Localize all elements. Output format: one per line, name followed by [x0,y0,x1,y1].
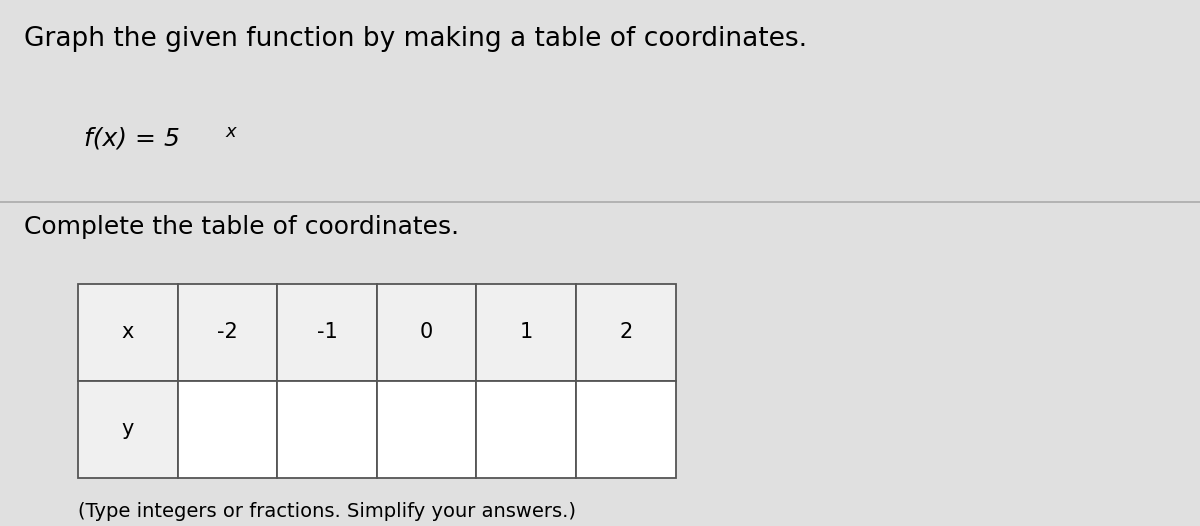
Text: y: y [121,419,134,439]
Text: -2: -2 [217,322,238,342]
FancyBboxPatch shape [277,284,377,381]
Text: Graph the given function by making a table of coordinates.: Graph the given function by making a tab… [24,26,808,52]
Text: 1: 1 [520,322,533,342]
FancyBboxPatch shape [178,381,277,478]
Text: f(x) = 5: f(x) = 5 [84,126,180,150]
FancyBboxPatch shape [576,284,676,381]
FancyBboxPatch shape [277,381,377,478]
FancyBboxPatch shape [377,284,476,381]
FancyBboxPatch shape [78,381,178,478]
Text: x: x [226,124,236,141]
FancyBboxPatch shape [178,284,277,381]
FancyBboxPatch shape [476,381,576,478]
Text: -1: -1 [317,322,337,342]
Text: 0: 0 [420,322,433,342]
FancyBboxPatch shape [576,381,676,478]
FancyBboxPatch shape [78,284,178,381]
Text: x: x [121,322,134,342]
Text: 2: 2 [619,322,632,342]
Text: Complete the table of coordinates.: Complete the table of coordinates. [24,215,460,239]
FancyBboxPatch shape [377,381,476,478]
Text: (Type integers or fractions. Simplify your answers.): (Type integers or fractions. Simplify yo… [78,502,576,521]
FancyBboxPatch shape [476,284,576,381]
